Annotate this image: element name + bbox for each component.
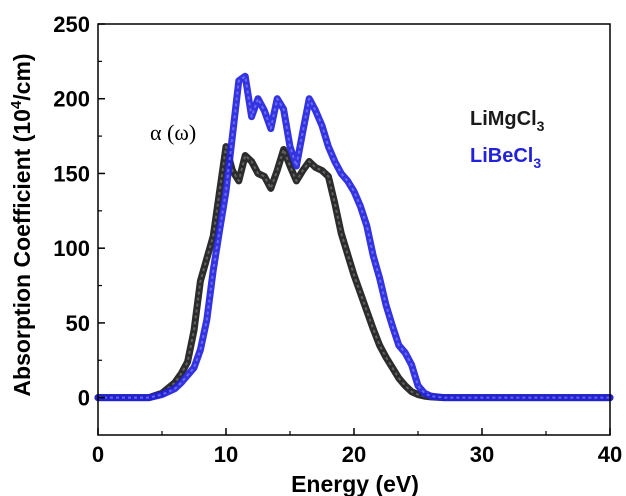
series-texture-libecl3	[98, 75, 610, 399]
legend-libecl3-main: LiBeCl	[470, 145, 533, 167]
series-texture-limgcl3	[98, 145, 610, 399]
series-line-limgcl3	[94, 143, 614, 402]
alpha-omega-annotation: α (ω)	[150, 120, 196, 145]
y-axis-title-superscript: 4	[8, 100, 25, 109]
legend-entry-libecl3: LiBeCl3	[470, 145, 541, 171]
y-tick-label: 250	[53, 12, 90, 37]
legend-entry-limgcl3: LiMgCl3	[470, 108, 545, 134]
y-tick-label: 0	[78, 386, 90, 411]
x-tick-label: 0	[92, 442, 104, 467]
y-axis-title-suffix: /cm)	[9, 53, 35, 100]
plot-frame	[97, 23, 611, 436]
series-layer	[94, 72, 614, 402]
legend-libecl3-sub: 3	[533, 155, 541, 171]
legend-limgcl3-main: LiMgCl	[470, 108, 537, 130]
x-axis-title: Energy (eV)	[291, 471, 419, 496]
y-tick-label: 50	[66, 311, 90, 336]
y-axis-title: Absorption Coefficient (104/cm)	[8, 53, 35, 396]
axes-layer	[97, 23, 611, 436]
legend: LiMgCl3 LiBeCl3	[470, 108, 545, 171]
y-axis-title-prefix: Absorption Coefficient (10	[9, 109, 35, 397]
y-tick-label: 200	[53, 87, 90, 112]
x-tick-label: 30	[470, 442, 494, 467]
ticks-layer: 0 10 20 30 40 0 50 100 150 200 250	[53, 12, 622, 467]
x-tick-label: 10	[214, 442, 238, 467]
y-tick-label: 150	[53, 161, 90, 186]
legend-limgcl3-sub: 3	[537, 118, 545, 134]
x-tick-label: 20	[342, 442, 366, 467]
y-tick-label: 100	[53, 236, 90, 261]
x-tick-label: 40	[598, 442, 622, 467]
